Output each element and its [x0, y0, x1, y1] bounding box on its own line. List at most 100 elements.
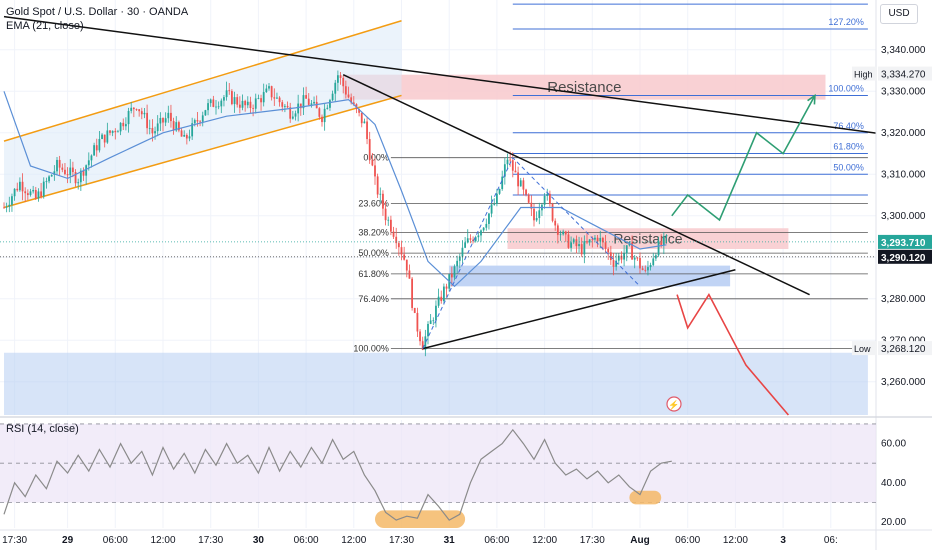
- candle-body-156: [416, 312, 419, 332]
- candle-body-177: [472, 239, 474, 242]
- candle-body-70: [188, 136, 191, 139]
- candle-body-188: [501, 176, 504, 190]
- candle-body-88: [236, 97, 239, 105]
- candle-body-219: [583, 241, 586, 255]
- price-tick-0: 3,260.000: [881, 377, 926, 388]
- alert-flash-icon[interactable]: [666, 396, 682, 412]
- candle-body-44: [119, 122, 122, 132]
- candle-body-232: [617, 255, 620, 261]
- candle-body-107: [286, 105, 289, 108]
- candle-body-5: [16, 188, 19, 191]
- candle-body-196: [522, 180, 525, 190]
- candle-body-131: [350, 97, 353, 103]
- candle-body-130: [347, 94, 350, 98]
- candle-body-51: [138, 109, 141, 112]
- price-tick-4: 3,300.000: [881, 211, 926, 222]
- candle-body-180: [480, 230, 482, 236]
- projection-bear-path: [676, 293, 790, 416]
- candle-body-250: [665, 235, 668, 237]
- candle-body-8: [24, 191, 27, 194]
- candle-body-52: [140, 111, 143, 115]
- candle-body-241: [641, 268, 644, 270]
- candle-body-9: [26, 193, 29, 196]
- candle-body-79: [212, 99, 215, 107]
- candle-body-197: [525, 189, 527, 195]
- candle-body-12: [34, 189, 37, 199]
- candle-body-14: [40, 191, 42, 197]
- candle-body-112: [299, 103, 302, 109]
- candle-body-200: [533, 208, 535, 221]
- candle-body-22: [61, 167, 64, 170]
- candle-body-65: [175, 122, 178, 131]
- candle-body-120: [321, 116, 323, 123]
- currency-button[interactable]: USD: [880, 4, 918, 24]
- candle-body-189: [503, 164, 506, 177]
- time-label-7: 12:00: [341, 535, 366, 546]
- candle-body-146: [390, 219, 392, 232]
- candle-body-20: [56, 159, 58, 172]
- candle-body-137: [366, 121, 368, 140]
- candle-body-163: [435, 305, 437, 321]
- candle-body-80: [215, 106, 217, 108]
- rsi-tick-1: 40.00: [881, 478, 906, 489]
- candle-body-41: [111, 130, 114, 133]
- price-tag-chip-3: Low: [854, 344, 871, 354]
- time-label-3: 12:00: [150, 535, 175, 546]
- candle-body-134: [358, 109, 360, 113]
- zone-support: [449, 265, 731, 287]
- candle-body-63: [170, 112, 172, 122]
- price-axis-bg: [876, 0, 932, 550]
- candle-body-141: [376, 176, 379, 195]
- candle-body-207: [551, 203, 554, 221]
- candle-body-25: [69, 167, 72, 176]
- candle-body-91: [244, 100, 247, 106]
- projection-bull-arrowhead: [807, 93, 816, 105]
- candle-body-204: [543, 195, 546, 205]
- candle-body-109: [291, 116, 294, 119]
- fib-right-label-4: 50.00%: [833, 162, 864, 172]
- candle-body-205: [546, 193, 549, 196]
- candle-body-186: [496, 193, 498, 205]
- candle-body-222: [591, 239, 594, 241]
- candle-body-74: [199, 121, 201, 123]
- price-tag-bg-3: [878, 341, 932, 356]
- candle-body-201: [535, 218, 538, 221]
- candle-body-50: [135, 109, 138, 110]
- candle-body-218: [580, 244, 583, 255]
- candle-body-43: [117, 131, 119, 133]
- candle-body-162: [432, 320, 435, 322]
- candle-body-96: [257, 98, 260, 99]
- candle-body-77: [207, 103, 209, 111]
- candle-body-213: [567, 234, 570, 248]
- fib-left-label-1: 23.60%: [358, 198, 389, 208]
- candle-body-124: [331, 93, 334, 101]
- candle-body-238: [633, 257, 636, 260]
- wave-dashed-path: [422, 156, 641, 349]
- fib-left-label-5: 76.40%: [358, 294, 389, 304]
- zone-lower-demand: [4, 352, 868, 415]
- candle-body-71: [191, 123, 194, 137]
- candle-body-194: [517, 172, 519, 187]
- candle-body-108: [289, 107, 292, 119]
- candle-body-13: [37, 191, 40, 199]
- candle-body-46: [125, 124, 127, 127]
- candle-body-26: [72, 167, 74, 173]
- candle-body-76: [204, 110, 207, 116]
- candle-body-164: [437, 296, 440, 306]
- candle-body-0: [3, 207, 5, 209]
- candle-body-151: [403, 254, 406, 260]
- candle-body-178: [474, 237, 477, 242]
- candle-body-228: [607, 248, 610, 253]
- candle-body-90: [241, 100, 244, 108]
- candle-body-85: [228, 90, 231, 92]
- candle-body-123: [329, 100, 331, 108]
- candle-body-209: [556, 225, 559, 235]
- fib-left-label-6: 100.00%: [353, 344, 389, 354]
- candle-body-215: [572, 239, 575, 243]
- candle-body-185: [493, 204, 496, 205]
- rsi-legend: RSI (14, close): [6, 423, 79, 435]
- alert-flash-glyph: ⚡: [668, 399, 679, 411]
- candle-body-211: [562, 231, 565, 235]
